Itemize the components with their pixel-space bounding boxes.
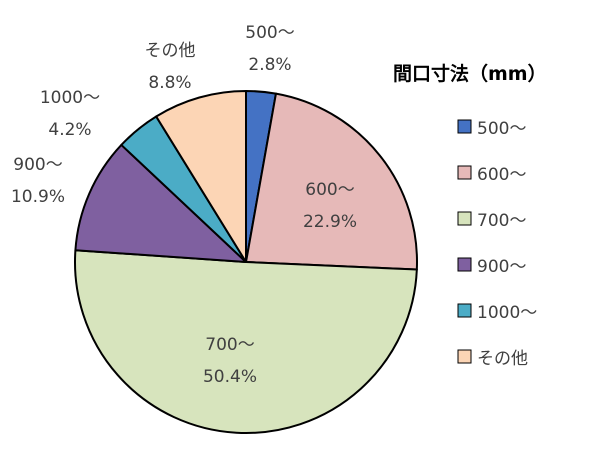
- legend-swatch: [457, 303, 472, 318]
- data-label: 500～ 2.8%: [245, 23, 294, 75]
- pie-slice: [245, 92, 418, 271]
- pie-slices: [74, 90, 418, 434]
- data-label-category: 1000～: [40, 88, 100, 108]
- legend-items: 500～ 600～ 700～ 900～ 1000～ その他: [457, 119, 537, 369]
- data-label-value: 4.2%: [48, 120, 91, 140]
- legend-swatch: [457, 165, 472, 180]
- legend-label: 500～: [477, 119, 526, 139]
- legend-swatch: [457, 119, 472, 134]
- legend-swatch: [457, 349, 472, 364]
- data-label-category: その他: [145, 41, 196, 61]
- legend-swatch: [457, 211, 472, 226]
- legend-swatch: [457, 257, 472, 272]
- data-label-category: 500～: [245, 23, 294, 43]
- data-label-value: 10.9%: [11, 187, 65, 207]
- data-label: 700～ 50.4%: [203, 335, 257, 387]
- pie-slice: [74, 143, 247, 263]
- pie-slice: [74, 249, 418, 434]
- legend-label: 600～: [477, 165, 526, 185]
- legend-title: 間口寸法（mm）: [393, 62, 547, 85]
- data-label: 900～ 10.9%: [11, 155, 65, 207]
- data-label: その他 8.8%: [145, 41, 196, 93]
- legend-label: 700～: [477, 211, 526, 231]
- legend-label: 1000～: [477, 303, 537, 323]
- data-label-value: 2.8%: [248, 55, 291, 75]
- data-label-category: 900～: [13, 155, 62, 175]
- data-label-category: 600～: [305, 180, 354, 200]
- data-labels: 500～ 2.8% 600～ 22.9% 700～ 50.4% 900～ 10.9% 1000～…: [11, 23, 357, 387]
- legend-label: その他: [477, 349, 528, 369]
- data-label-value: 22.9%: [303, 212, 357, 232]
- data-label-value: 50.4%: [203, 367, 257, 387]
- data-label: 600～ 22.9%: [303, 180, 357, 232]
- data-label: 1000～ 4.2%: [40, 88, 100, 140]
- pie-slice: [155, 90, 247, 263]
- legend: 間口寸法（mm） 500～ 600～ 700～ 900～ 1000～ その他: [393, 62, 547, 369]
- data-label-category: 700～: [205, 335, 254, 355]
- legend-label: 900～: [477, 257, 526, 277]
- data-label-value: 8.8%: [148, 73, 191, 93]
